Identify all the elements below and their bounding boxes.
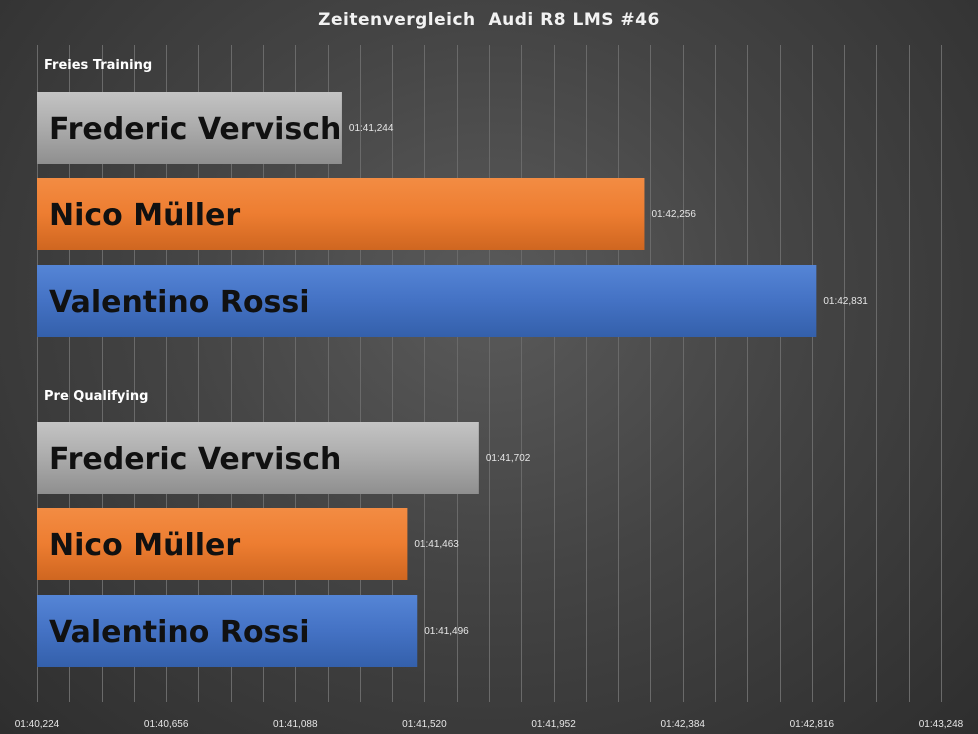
bar-name-label: Valentino Rossi [49,285,310,320]
group-label: Pre Qualifying [44,389,148,404]
bar-name-label: Frederic Vervisch [49,442,341,477]
bar-value-label: 01:41,244 [349,123,394,134]
chart-title: Zeitenvergleich Audi R8 LMS #46 [318,10,660,30]
x-tick-label: 01:41,520 [402,719,447,730]
bar-value-label: 01:41,463 [414,539,459,550]
x-tick-label: 01:42,816 [790,719,835,730]
bar [37,595,418,667]
bar [37,265,817,337]
bar-value-label: 01:41,496 [424,626,469,637]
bar-name-label: Nico Müller [49,528,240,563]
x-tick-label: 01:43,248 [919,719,964,730]
x-tick-label: 01:42,384 [660,719,705,730]
x-tick-label: 01:40,224 [15,719,60,730]
x-tick-label: 01:41,952 [531,719,576,730]
bar-value-label: 01:42,831 [823,296,868,307]
bar [37,92,342,164]
x-tick-label: 01:41,088 [273,719,318,730]
bar-name-label: Valentino Rossi [49,615,310,650]
bar-value-label: 01:42,256 [651,209,696,220]
group-label: Freies Training [44,58,152,73]
bar-value-label: 01:41,702 [486,453,531,464]
bar [37,178,645,250]
bar [37,508,408,580]
bar-name-label: Frederic Vervisch [49,112,341,147]
bar-name-label: Nico Müller [49,198,240,233]
bar [37,422,479,494]
x-tick-label: 01:40,656 [144,719,189,730]
